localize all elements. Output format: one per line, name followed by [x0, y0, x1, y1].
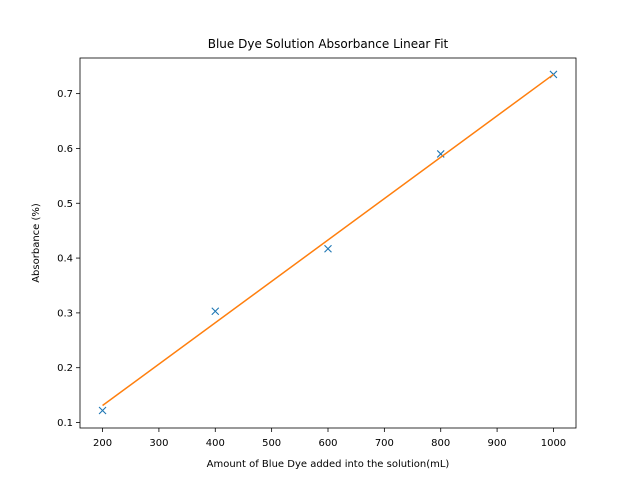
- y-tick-label: 0.7: [57, 89, 73, 100]
- y-axis-label: Absorbance (%): [31, 203, 42, 283]
- y-tick-label: 0.3: [57, 308, 73, 319]
- x-tick-label: 1000: [541, 438, 566, 449]
- x-tick-label: 700: [375, 438, 394, 449]
- data-point-marker: [324, 244, 332, 253]
- x-tick-label: 400: [206, 438, 225, 449]
- x-tick-label: 900: [488, 438, 507, 449]
- chart-title: Blue Dye Solution Absorbance Linear Fit: [208, 37, 449, 51]
- data-point-marker: [211, 307, 220, 316]
- x-tick-label: 200: [93, 438, 112, 449]
- fit-line: [102, 73, 554, 407]
- y-tick-label: 0.2: [57, 363, 73, 374]
- x-tick-label: 600: [318, 438, 337, 449]
- axes-frame: [79, 57, 577, 429]
- y-tick-label: 0.4: [57, 254, 73, 265]
- x-tick-label: 300: [149, 438, 168, 449]
- x-axis-label: Amount of Blue Dye added into the soluti…: [207, 459, 450, 470]
- data-point-marker: [98, 406, 107, 415]
- y-tick-label: 0.1: [57, 418, 73, 429]
- plot-area: 200 300 400 500 600 700 800 900 1000 0.1 0.2 0.3 0.4…: [57, 57, 577, 449]
- x-tick-label: 800: [431, 438, 450, 449]
- x-tick-label: 500: [262, 438, 281, 449]
- y-tick-label: 0.5: [57, 199, 73, 210]
- y-tick-label: 0.6: [57, 144, 73, 155]
